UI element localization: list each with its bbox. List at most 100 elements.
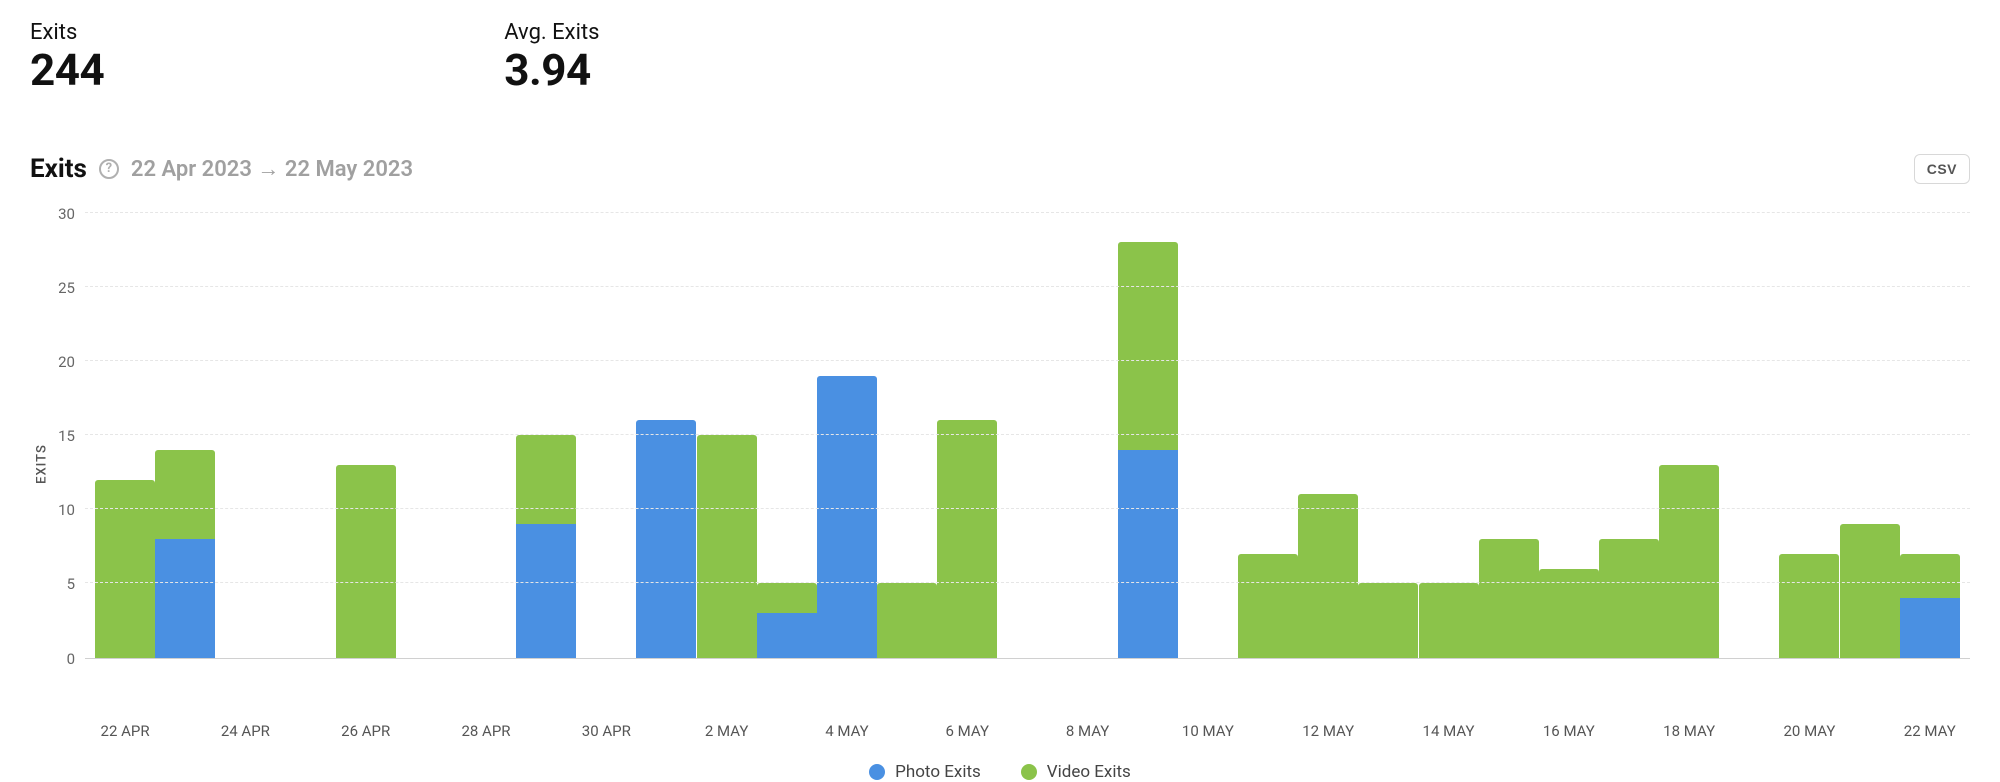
bar-stack[interactable] xyxy=(516,435,576,658)
bar-stack[interactable] xyxy=(757,583,817,657)
y-tick: 20 xyxy=(58,353,75,371)
csv-button[interactable]: CSV xyxy=(1914,154,1970,184)
bar-slot xyxy=(1840,524,1900,658)
chart-header: Exits ? 22 Apr 2023 → 22 May 2023 CSV xyxy=(30,154,1970,184)
bar-stack[interactable] xyxy=(1659,465,1719,658)
x-tick: 30 APR xyxy=(576,722,636,740)
bar-segment-photo xyxy=(757,613,817,658)
bar-stack[interactable] xyxy=(937,420,997,657)
legend-swatch-photo xyxy=(869,764,885,780)
chart-bars xyxy=(85,214,1970,658)
bar-stack[interactable] xyxy=(1238,554,1298,658)
bar-stack[interactable] xyxy=(336,465,396,658)
gridline xyxy=(85,360,1970,361)
x-tick xyxy=(636,722,696,740)
metric-exits: Exits 244 xyxy=(30,20,104,96)
x-tick: 8 MAY xyxy=(1058,722,1118,740)
x-tick: 16 MAY xyxy=(1539,722,1599,740)
bar-slot xyxy=(336,465,396,658)
x-tick: 24 APR xyxy=(215,722,275,740)
bar-stack[interactable] xyxy=(1298,494,1358,657)
bar-slot xyxy=(1599,539,1659,658)
bar-segment-video xyxy=(1358,583,1418,657)
y-tick: 10 xyxy=(58,501,75,519)
y-tick: 15 xyxy=(58,427,75,445)
chart-date-range: 22 Apr 2023 → 22 May 2023 xyxy=(131,156,413,182)
bar-segment-video xyxy=(1118,242,1178,450)
bar-stack[interactable] xyxy=(155,450,215,658)
x-tick xyxy=(516,722,576,740)
bar-slot xyxy=(516,435,576,658)
bar-stack[interactable] xyxy=(1900,554,1960,658)
bar-segment-photo xyxy=(817,376,877,658)
bar-slot xyxy=(1358,583,1418,657)
bar-segment-video xyxy=(1479,539,1539,658)
x-tick xyxy=(997,722,1057,740)
bar-slot xyxy=(697,435,757,658)
x-tick xyxy=(757,722,817,740)
bar-stack[interactable] xyxy=(636,420,696,657)
bar-slot xyxy=(877,583,937,657)
bar-segment-video xyxy=(1419,583,1479,657)
bar-stack[interactable] xyxy=(817,376,877,658)
x-tick: 6 MAY xyxy=(937,722,997,740)
x-tick xyxy=(1719,722,1779,740)
bar-segment-video xyxy=(95,480,155,658)
bar-stack[interactable] xyxy=(1479,539,1539,658)
x-axis-ticks: 22 APR 24 APR 26 APR 28 APR 30 APR 2 MAY 4 MAY… xyxy=(85,714,1970,740)
bar-stack[interactable] xyxy=(1358,583,1418,657)
x-tick: 28 APR xyxy=(456,722,516,740)
x-tick xyxy=(275,722,335,740)
bar-stack[interactable] xyxy=(1779,554,1839,658)
metric-avg-value: 3.94 xyxy=(504,45,599,96)
bar-stack[interactable] xyxy=(697,435,757,658)
bar-slot xyxy=(1238,554,1298,658)
y-tick: 30 xyxy=(58,205,75,223)
bar-segment-video xyxy=(1659,465,1719,658)
bar-stack[interactable] xyxy=(95,480,155,658)
x-tick xyxy=(1840,722,1900,740)
x-tick xyxy=(1358,722,1418,740)
bar-slot xyxy=(1298,494,1358,657)
bar-segment-video xyxy=(1840,524,1900,658)
chart-area: EXITS 051015202530 xyxy=(30,214,1970,714)
x-tick xyxy=(155,722,215,740)
bar-slot xyxy=(1779,554,1839,658)
x-tick: 4 MAY xyxy=(817,722,877,740)
x-tick: 26 APR xyxy=(336,722,396,740)
bar-segment-video xyxy=(757,583,817,613)
bar-segment-video xyxy=(1238,554,1298,658)
bar-segment-video xyxy=(697,435,757,658)
bar-segment-video xyxy=(155,450,215,539)
metric-avg-label: Avg. Exits xyxy=(504,20,599,45)
bar-stack[interactable] xyxy=(1840,524,1900,658)
bar-slot xyxy=(636,420,696,657)
x-tick: 22 APR xyxy=(95,722,155,740)
bar-slot xyxy=(1659,465,1719,658)
bar-segment-photo xyxy=(516,524,576,658)
x-tick xyxy=(1118,722,1178,740)
x-tick xyxy=(1479,722,1539,740)
gridline xyxy=(85,212,1970,213)
bar-segment-video xyxy=(1900,554,1960,599)
bar-segment-photo xyxy=(155,539,215,658)
legend-swatch-video xyxy=(1021,764,1037,780)
help-icon[interactable]: ? xyxy=(99,159,119,179)
bar-stack[interactable] xyxy=(1419,583,1479,657)
bar-stack[interactable] xyxy=(877,583,937,657)
x-tick: 10 MAY xyxy=(1178,722,1238,740)
x-tick xyxy=(877,722,937,740)
bar-slot xyxy=(1479,539,1539,658)
metric-avg-exits: Avg. Exits 3.94 xyxy=(504,20,599,96)
bar-stack[interactable] xyxy=(1118,242,1178,657)
bar-slot xyxy=(757,583,817,657)
x-tick: 14 MAY xyxy=(1418,722,1478,740)
x-tick xyxy=(1599,722,1659,740)
bar-segment-video xyxy=(336,465,396,658)
bar-segment-photo xyxy=(1118,450,1178,658)
gridline xyxy=(85,508,1970,509)
bar-segment-video xyxy=(937,420,997,657)
bar-stack[interactable] xyxy=(1599,539,1659,658)
bar-slot xyxy=(1418,583,1478,657)
x-tick: 2 MAY xyxy=(697,722,757,740)
